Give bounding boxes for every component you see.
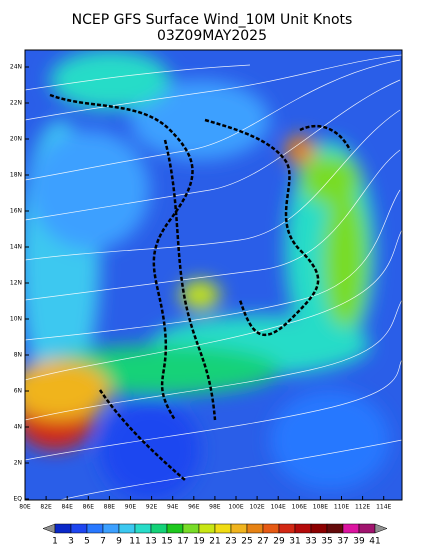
x-label: 94E [167,504,179,511]
y-label: 4N [14,424,22,431]
y-label: 12N [10,280,22,287]
colorbar-cell [86,523,104,534]
colorbar-cell [102,523,120,534]
colorbar-label: 41 [369,537,380,547]
x-label: 86E [83,504,95,511]
x-label: 88E [104,504,116,511]
y-label: 20N [10,136,22,143]
colorbar-label: 7 [100,537,106,547]
y-label: 6N [14,388,22,395]
title: NCEP GFS Surface Wind_10M Unit Knots [72,12,353,28]
colorbar-label: 21 [209,537,220,547]
y-label: 18N [10,172,22,179]
colorbar-label: 33 [305,537,316,547]
colorbar-cell [230,523,248,534]
x-label: 80E [19,504,31,511]
colorbar-label: 19 [193,537,205,547]
colorbar-cell [246,523,264,534]
colorbar-cell [278,523,296,534]
y-label: 22N [10,100,22,107]
x-label: 96E [188,504,200,511]
colorbar-cell [214,523,232,534]
colorbar-label: 35 [321,537,332,547]
x-label: 98E [209,504,221,511]
x-label: 92E [146,504,158,511]
colorbar-cell [134,523,152,534]
colorbar-cell [118,523,136,534]
colorbar-end [42,523,56,534]
x-label: 106E [292,504,307,511]
x-label: 104E [271,504,286,511]
colorbar-label: 1 [52,537,58,547]
colorbar-cell [294,523,312,534]
colorbar-cell [182,523,200,534]
x-label: 82E [40,504,52,511]
x-label: 90E [125,504,137,511]
y-label: 14N [10,244,22,251]
y-label: 2N [14,460,22,467]
colorbar-label: 25 [241,537,252,547]
colorbar-label: 39 [353,537,365,547]
colorbar-label: 17 [177,537,188,547]
map [25,50,402,500]
colorbar-label: 13 [145,537,156,547]
colorbar-label: 29 [273,537,285,547]
colorbar-label: 37 [337,537,348,547]
colorbar-cell [54,523,72,534]
colorbar-cell [70,523,88,534]
x-label: 110E [334,504,349,511]
colorbar-label: 3 [68,537,74,547]
x-label: 114E [376,504,391,511]
colorbar-label: 9 [116,537,122,547]
colorbar-cell [342,523,360,534]
colorbar-label: 11 [129,537,140,547]
colorbar-label: 15 [161,537,172,547]
colorbar-label: 27 [257,537,268,547]
x-label: 102E [249,504,264,511]
y-label: 10N [10,316,22,323]
y-label: 16N [10,208,22,215]
subtitle: 03Z09MAY2025 [157,28,267,44]
x-label: 112E [355,504,370,511]
colorbar-cell [198,523,216,534]
x-label: 108E [313,504,328,511]
colorbar-end [374,523,388,534]
map-frame [24,49,403,501]
colorbar-cell [262,523,280,534]
y-label: 24N [10,64,22,71]
colorbar-cell [358,523,376,534]
colorbar-cell [310,523,328,534]
colorbar-cell [166,523,184,534]
x-label: 100E [228,504,243,511]
y-label: 8N [14,352,22,359]
y-label: EQ [13,496,22,503]
colorbar-label: 31 [289,537,300,547]
x-label: 84E [61,504,73,511]
colorbar-cell [150,523,168,534]
colorbar-label: 5 [84,537,90,547]
colorbar-label: 23 [225,537,236,547]
colorbar-cell [326,523,344,534]
